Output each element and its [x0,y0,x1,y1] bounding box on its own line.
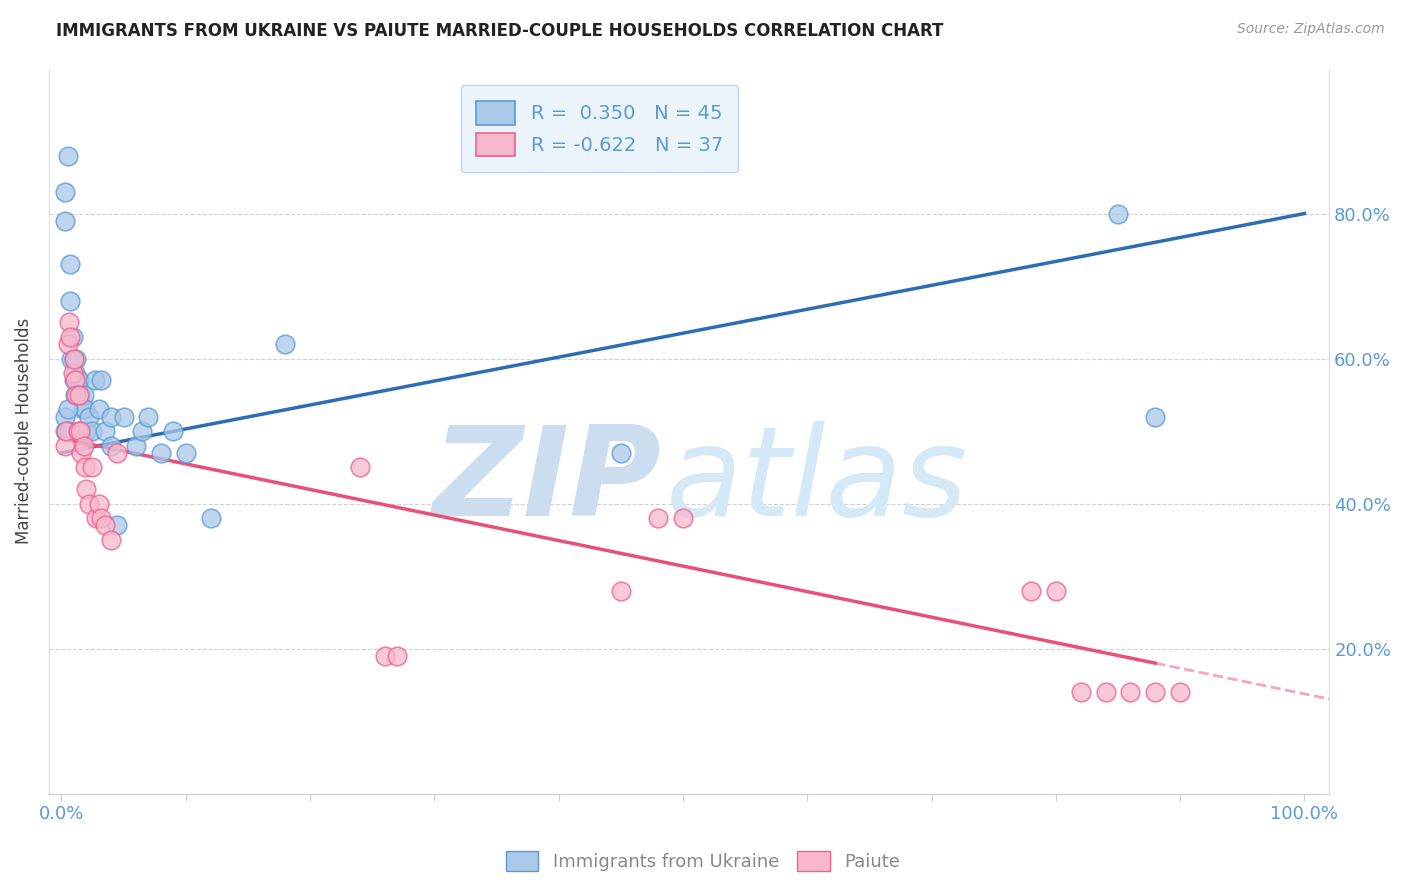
Point [66,424,89,438]
Point [105,518,128,533]
Point [58,424,80,438]
Point [75,482,97,496]
Point [647,511,669,525]
Point [349,460,371,475]
Point [149,446,172,460]
Point [82,424,104,438]
Point [56,148,79,162]
Point [73,388,96,402]
Point [70,446,93,460]
Point [63,351,86,366]
Point [63,388,86,402]
Point [58,315,80,329]
Point [1094,685,1116,699]
Point [77,497,100,511]
Point [77,409,100,424]
Point [62,330,84,344]
Point [672,511,695,525]
Point [70,424,93,438]
Point [66,373,89,387]
Point [1045,583,1067,598]
Point [610,446,633,460]
Point [87,402,110,417]
Point [67,388,90,402]
Legend: Immigrants from Ukraine, Paiute: Immigrants from Ukraine, Paiute [499,844,907,879]
Point [200,511,222,525]
Point [90,373,112,387]
Point [90,511,112,525]
Point [1070,685,1092,699]
Point [105,446,128,460]
Point [72,402,94,417]
Point [53,424,76,438]
Point [174,446,197,460]
Point [60,351,83,366]
Point [94,518,117,533]
Point [65,388,87,402]
Point [73,402,96,417]
Point [1119,685,1142,699]
Point [63,373,86,387]
Point [63,373,86,387]
Point [138,409,160,424]
Point [87,497,110,511]
Point [62,366,84,380]
Point [56,402,79,417]
Text: atlas: atlas [666,421,969,542]
Point [69,424,91,438]
Point [63,366,86,380]
Point [82,460,104,475]
Point [1144,685,1167,699]
Point [59,293,82,308]
Legend: R =  0.350   N = 45, R = -0.622   N = 37: R = 0.350 N = 45, R = -0.622 N = 37 [461,86,738,172]
Point [53,185,76,199]
Point [1019,583,1042,598]
Point [69,388,91,402]
Y-axis label: Married-couple Households: Married-couple Households [15,318,32,544]
Point [1107,206,1129,220]
Point [53,439,76,453]
Point [100,409,122,424]
Point [84,511,107,525]
Text: Source: ZipAtlas.com: Source: ZipAtlas.com [1237,22,1385,37]
Point [112,409,135,424]
Point [73,439,96,453]
Point [610,583,633,598]
Text: ZIP: ZIP [432,421,661,542]
Point [67,373,90,387]
Point [374,648,396,663]
Point [59,257,82,271]
Point [131,424,153,438]
Point [55,424,77,438]
Point [63,351,86,366]
Text: IMMIGRANTS FROM UKRAINE VS PAIUTE MARRIED-COUPLE HOUSEHOLDS CORRELATION CHART: IMMIGRANTS FROM UKRAINE VS PAIUTE MARRIE… [56,22,943,40]
Point [1144,409,1167,424]
Point [53,409,76,424]
Point [73,460,96,475]
Point [274,337,297,351]
Point [385,648,408,663]
Point [65,351,87,366]
Point [162,424,184,438]
Point [84,373,107,387]
Point [59,330,82,344]
Point [75,424,97,438]
Point [100,439,122,453]
Point [100,533,122,547]
Point [56,337,79,351]
Point [53,214,76,228]
Point [1168,685,1191,699]
Point [94,424,117,438]
Point [125,439,148,453]
